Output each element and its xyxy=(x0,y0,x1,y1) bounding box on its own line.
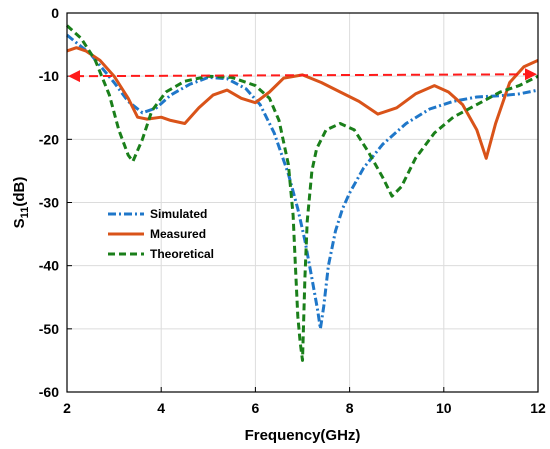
y-axis-label-sub: 11 xyxy=(19,207,31,219)
x-tick-label: 8 xyxy=(346,400,354,416)
x-tick-label: 12 xyxy=(530,400,546,416)
x-tick-label: 4 xyxy=(157,400,165,416)
series-line-theoretical xyxy=(65,24,539,362)
y-tick-label: -60 xyxy=(39,384,59,400)
reference-arrow xyxy=(68,68,537,83)
y-tick-labels: 0 -10 -20 -30 -40 -50 -60 xyxy=(39,5,72,400)
legend-label-theoretical: Theoretical xyxy=(150,247,214,261)
arrow-head xyxy=(68,70,80,83)
legend-label-measured: Measured xyxy=(150,227,206,241)
legend: Simulated Measured Theoretical xyxy=(108,207,214,261)
arrow-head xyxy=(525,68,537,81)
y-axis-label: S11(dB) xyxy=(11,177,31,229)
arrow-shaft xyxy=(74,73,531,78)
y-tick-label: -20 xyxy=(39,131,59,147)
y-axis-label-suffix: (dB) xyxy=(11,177,28,207)
y-tick-label: 0 xyxy=(51,5,59,21)
x-tick-label: 10 xyxy=(436,400,452,416)
x-tick-label: 2 xyxy=(63,400,71,416)
plot-frame xyxy=(66,12,539,393)
series-line-simulated xyxy=(66,33,539,331)
y-tick-label: -40 xyxy=(39,258,59,274)
legend-label-simulated: Simulated xyxy=(150,207,207,221)
series-line-measured xyxy=(66,46,539,160)
y-axis-label-main: S xyxy=(11,218,28,228)
y-tick-label: -30 xyxy=(39,195,59,211)
x-axis-label: Frequency(GHz) xyxy=(245,427,361,444)
y-tick-label: -50 xyxy=(39,321,59,337)
x-tick-label: 6 xyxy=(252,400,260,416)
series-layer xyxy=(65,24,539,362)
y-tick-label: -10 xyxy=(39,68,59,84)
